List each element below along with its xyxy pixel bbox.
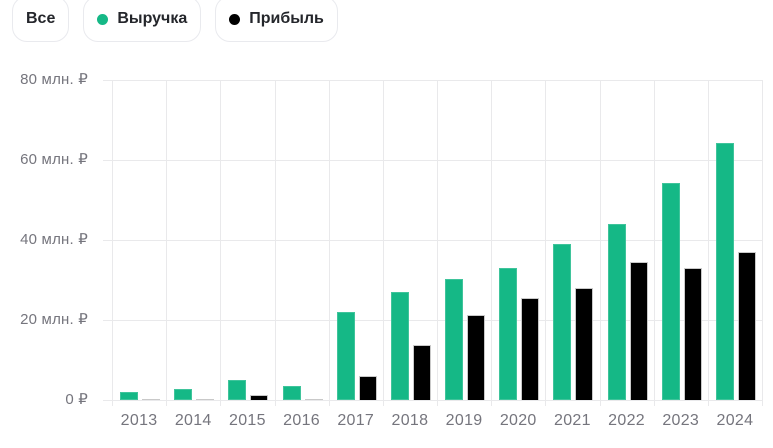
y-axis-tick-label: 60 млн. ₽: [20, 151, 88, 168]
bar-revenue[interactable]: [283, 386, 301, 400]
bar-revenue[interactable]: [337, 312, 355, 400]
bar-revenue[interactable]: [228, 380, 246, 400]
grid-line-vertical: [166, 80, 167, 406]
filter-all-button[interactable]: Все: [12, 0, 70, 42]
x-axis-tick-label: 2017: [337, 412, 375, 429]
grid-line-vertical: [762, 80, 763, 406]
grid-line-vertical: [112, 80, 113, 406]
grid-line-horizontal: [103, 80, 762, 81]
bar-revenue[interactable]: [662, 183, 680, 400]
x-axis-tick-label: 2024: [716, 412, 754, 429]
bar-profit[interactable]: [467, 315, 485, 400]
bar-profit[interactable]: [250, 395, 268, 400]
x-axis-tick-label: 2016: [283, 412, 320, 429]
bar-profit[interactable]: [575, 288, 593, 400]
x-axis-tick-label: 2021: [554, 412, 591, 429]
filter-all-label: Все: [26, 10, 56, 27]
bar-profit[interactable]: [305, 399, 323, 400]
y-axis-tick-label: 40 млн. ₽: [20, 231, 88, 248]
grid-line-horizontal: [103, 400, 762, 401]
grid-line-vertical: [220, 80, 221, 406]
bar-profit[interactable]: [413, 345, 431, 400]
x-axis-tick-label: 2015: [229, 412, 266, 429]
legend-revenue-button[interactable]: Выручка: [83, 0, 202, 42]
bar-profit[interactable]: [684, 268, 702, 400]
x-axis-tick-label: 2019: [445, 412, 483, 429]
chart-filter-toolbar: Все Выручка Прибыль: [12, 0, 338, 42]
grid-line-vertical: [329, 80, 330, 406]
y-axis-tick-label: 20 млн. ₽: [20, 311, 88, 328]
legend-profit-button[interactable]: Прибыль: [215, 0, 338, 42]
x-axis-tick-label: 2022: [608, 412, 645, 429]
y-axis-tick-label: 0 ₽: [65, 391, 88, 408]
bar-revenue[interactable]: [553, 244, 571, 400]
profit-dot-icon: [229, 13, 241, 25]
bar-revenue[interactable]: [499, 268, 517, 400]
grid-line-vertical: [545, 80, 546, 406]
bar-revenue[interactable]: [120, 392, 138, 400]
bar-revenue[interactable]: [174, 389, 192, 400]
bar-profit[interactable]: [521, 298, 539, 400]
legend-profit-label: Прибыль: [249, 10, 324, 27]
bar-profit[interactable]: [196, 399, 214, 400]
grid-line-vertical: [275, 80, 276, 406]
revenue-dot-icon: [97, 13, 109, 25]
grid-line-vertical: [383, 80, 384, 406]
x-axis-tick-label: 2018: [391, 412, 429, 429]
legend-revenue-label: Выручка: [117, 10, 188, 27]
bar-profit[interactable]: [359, 376, 377, 400]
grid-line-vertical: [437, 80, 438, 406]
x-axis-tick-label: 2020: [499, 412, 537, 429]
bar-profit[interactable]: [738, 252, 756, 400]
grid-line-horizontal: [103, 320, 762, 321]
grid-line-horizontal: [103, 240, 762, 241]
bar-revenue[interactable]: [716, 143, 734, 400]
x-axis-tick-label: 2014: [174, 412, 212, 429]
grid-line-vertical: [708, 80, 709, 406]
y-axis-tick-label: 80 млн. ₽: [20, 71, 88, 88]
x-axis-tick-label: 2023: [662, 412, 700, 429]
grid-line-vertical: [491, 80, 492, 406]
x-axis-tick-label: 2013: [120, 412, 158, 429]
bar-profit[interactable]: [142, 399, 160, 400]
bar-profit[interactable]: [630, 262, 648, 400]
grid-line-vertical: [654, 80, 655, 406]
grid-line-vertical: [600, 80, 601, 406]
bar-revenue[interactable]: [608, 224, 626, 400]
grid-line-horizontal: [103, 160, 762, 161]
bar-revenue[interactable]: [391, 292, 409, 400]
bar-revenue[interactable]: [445, 279, 463, 400]
